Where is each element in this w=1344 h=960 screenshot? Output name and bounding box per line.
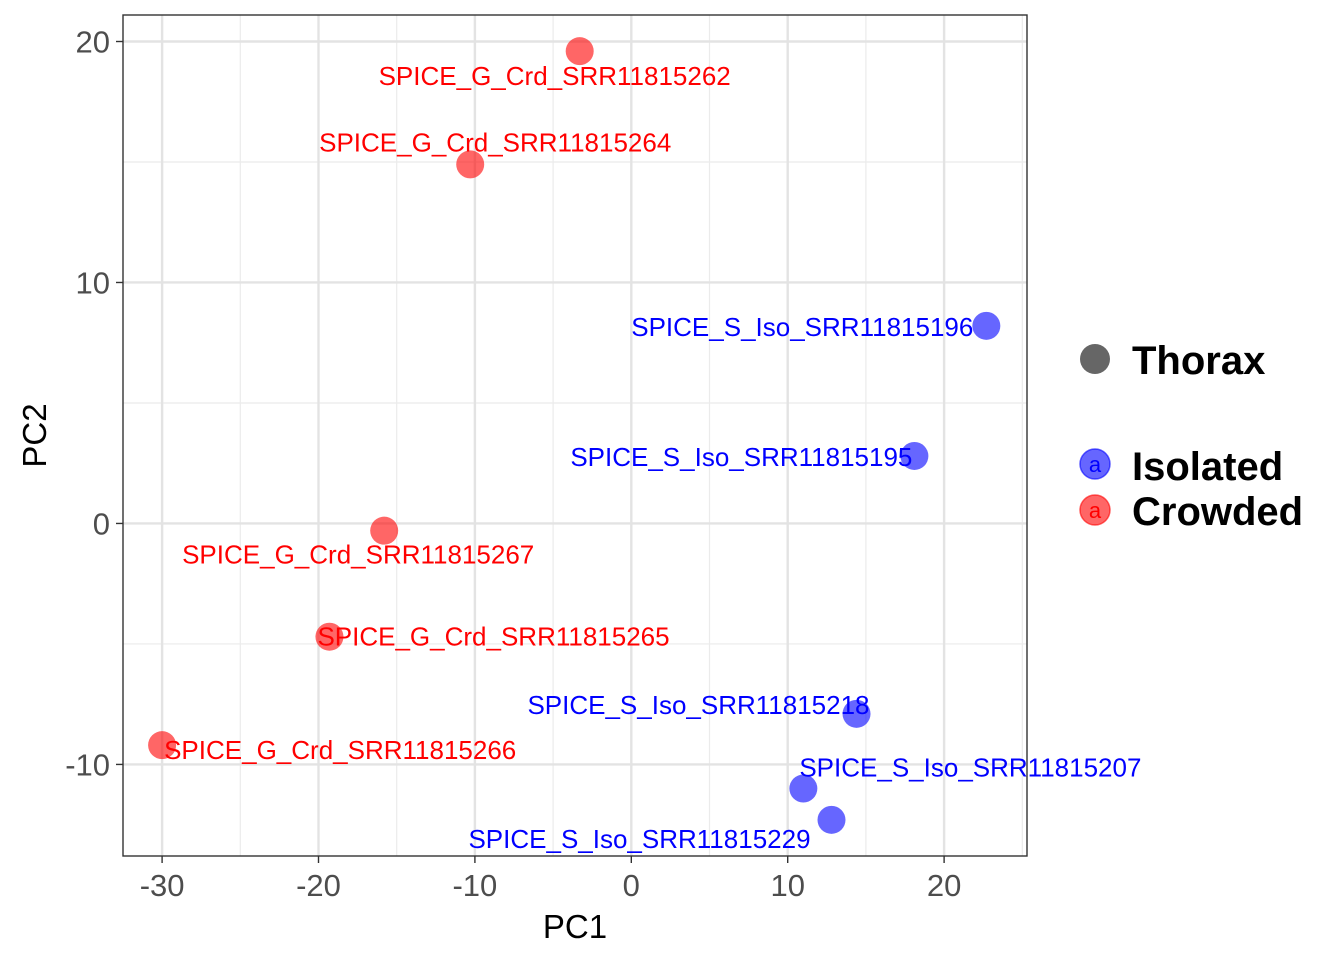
legend-key-thorax [1080, 344, 1110, 374]
legend-key-crowded [1079, 494, 1111, 526]
point-label-crowded: SPICE_G_Crd_SRR11815264 [319, 127, 671, 157]
y-tick-label: 10 [76, 265, 110, 300]
x-tick-label: 20 [927, 868, 961, 903]
point-label-crowded: SPICE_G_Crd_SRR11815267 [182, 540, 534, 570]
data-point-crowded [456, 150, 485, 179]
data-point-crowded [370, 516, 399, 545]
x-axis-title: PC1 [543, 908, 607, 945]
x-tick-label: 10 [770, 868, 804, 903]
point-label-isolated: SPICE_S_Iso_SRR11815196 [631, 312, 973, 342]
legend-label-isolated: Isolated [1132, 445, 1283, 489]
legend-key-isolated [1079, 448, 1111, 480]
x-axis: -30 -20 -10 0 10 20 [140, 856, 961, 903]
data-point-isolated [842, 699, 871, 728]
point-label-crowded: SPICE_G_Crd_SRR11815262 [379, 61, 731, 91]
legend-label-thorax: Thorax [1132, 339, 1265, 383]
y-tick-label: -10 [65, 747, 110, 782]
data-point-crowded [565, 37, 594, 66]
grid-major [123, 15, 1027, 856]
point-labels-layer: SPICE_G_Crd_SRR11815262 SPICE_G_Crd_SRR11… [164, 61, 1141, 854]
x-tick-label: 0 [623, 868, 640, 903]
data-point-crowded [148, 731, 177, 760]
legend-key-letter-isolated: a [1089, 452, 1102, 477]
x-tick-label: -10 [452, 868, 497, 903]
point-label-isolated: SPICE_S_Iso_SRR11815218 [527, 690, 869, 720]
y-axis-title: PC2 [16, 403, 53, 467]
legend: Thorax a Isolated a Crowded [1079, 339, 1303, 534]
x-tick-label: -20 [296, 868, 341, 903]
point-label-crowded: SPICE_G_Crd_SRR11815266 [164, 735, 516, 765]
x-tick-label: -30 [140, 868, 185, 903]
y-tick-label: 0 [93, 506, 110, 541]
point-label-isolated: SPICE_S_Iso_SRR11815229 [468, 824, 810, 854]
data-point-isolated [789, 774, 818, 803]
y-axis: -10 0 10 20 [65, 25, 123, 782]
points-layer [148, 37, 1001, 834]
panel-background [123, 15, 1027, 856]
plot-area: SPICE_G_Crd_SRR11815262 SPICE_G_Crd_SRR11… [122, 14, 1141, 857]
data-point-isolated [900, 441, 929, 470]
point-label-crowded: SPICE_G_Crd_SRR11815265 [317, 622, 669, 652]
grid-minor [123, 15, 1027, 856]
legend-label-crowded: Crowded [1132, 490, 1303, 534]
y-tick-label: 20 [76, 25, 110, 60]
point-label-isolated: SPICE_S_Iso_SRR11815207 [799, 753, 1141, 783]
panel-border [122, 14, 1028, 857]
data-point-crowded [315, 622, 344, 651]
legend-key-letter-crowded: a [1089, 498, 1102, 523]
data-point-isolated [972, 311, 1001, 340]
data-point-isolated [817, 805, 846, 834]
point-label-isolated: SPICE_S_Iso_SRR11815195 [570, 442, 912, 472]
